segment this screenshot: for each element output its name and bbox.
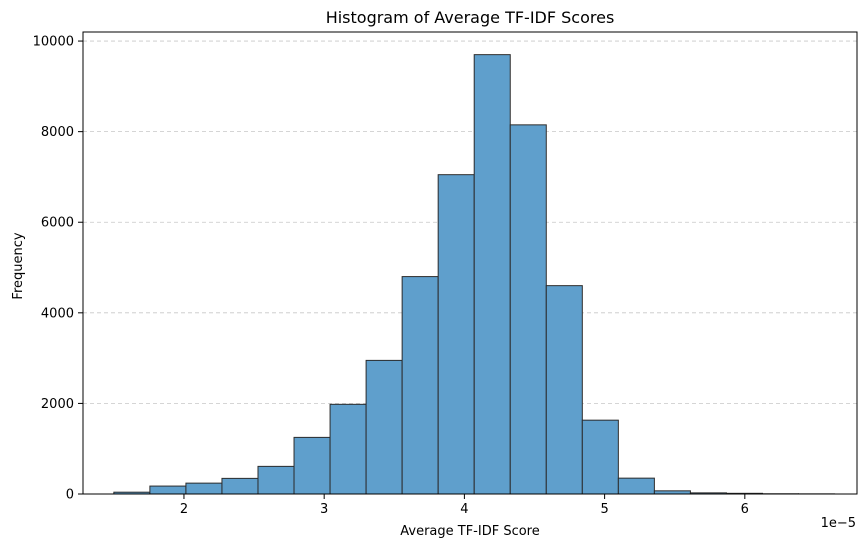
histogram-bar	[437, 174, 475, 495]
histogram-bar	[257, 465, 295, 495]
histogram-bar	[509, 124, 547, 495]
y-tick-label: 0	[66, 488, 74, 503]
histogram-bar	[221, 477, 259, 495]
histogram-bar	[329, 403, 367, 495]
chart-title: Histogram of Average TF-IDF Scores	[326, 8, 615, 27]
x-tick-label: 4	[460, 502, 468, 517]
y-tick-label: 4000	[41, 306, 74, 321]
histogram-bar	[149, 485, 187, 495]
histogram-bar	[617, 477, 655, 495]
x-tick-label: 3	[320, 502, 328, 517]
x-tick-label: 2	[180, 502, 188, 517]
histogram-bar	[473, 54, 511, 495]
histogram-bars	[113, 54, 836, 495]
histogram-bar	[401, 276, 439, 495]
histogram-bar	[185, 482, 223, 495]
y-tick-label: 8000	[41, 125, 74, 140]
axes: 2 3 4 5 6 0 2000 4000 6000 8000 10000	[33, 31, 858, 517]
x-offset-label: 1e−5	[821, 516, 856, 531]
x-tick-label: 6	[741, 502, 749, 517]
histogram-bar	[545, 285, 583, 495]
x-tick-label: 5	[600, 502, 608, 517]
histogram-bar	[293, 436, 331, 495]
x-axis-title: Average TF-IDF Score	[400, 524, 540, 539]
histogram-bar	[581, 419, 619, 495]
y-tick-label: 10000	[33, 35, 74, 50]
histogram-bar	[365, 359, 403, 495]
y-tick-label: 6000	[41, 216, 74, 231]
y-axis-title: Frequency	[11, 232, 26, 299]
plot-frame	[82, 31, 858, 495]
y-tick-label: 2000	[41, 397, 74, 412]
